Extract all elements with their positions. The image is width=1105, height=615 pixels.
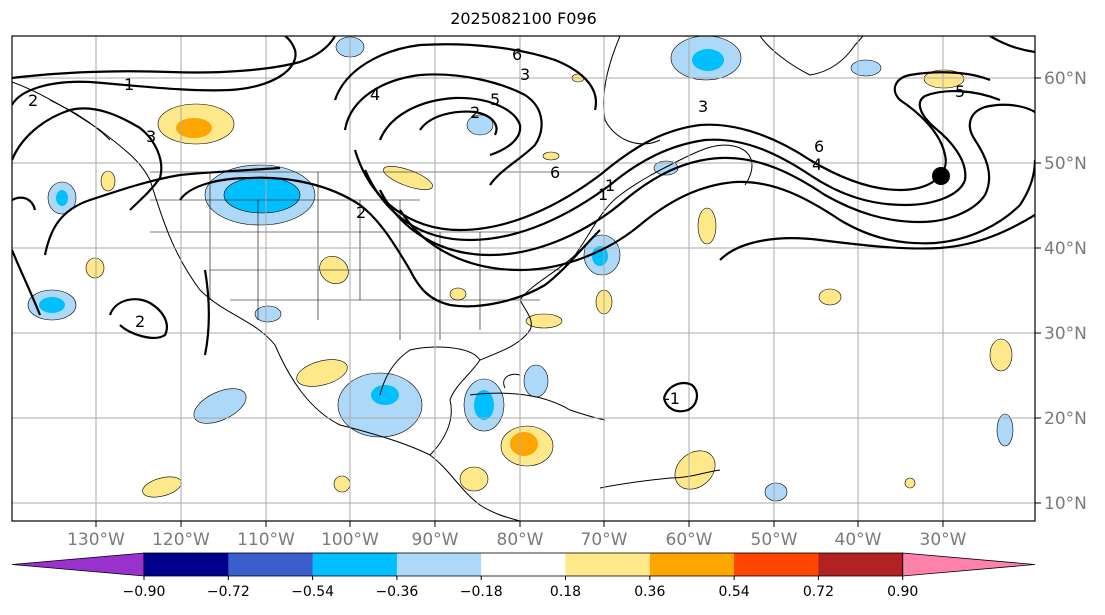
lon-tick-label: 110°W xyxy=(237,530,295,550)
contour-label: -1 xyxy=(664,389,680,408)
colorbar-tick-label: −0.90 xyxy=(123,584,166,600)
colorbar-segment xyxy=(649,553,735,576)
contour-label: 1 xyxy=(598,185,608,204)
colorbar-outline xyxy=(143,552,904,577)
contour-label: 2 xyxy=(135,312,145,331)
lon-tick-label: 80°W xyxy=(497,530,544,550)
contour-label: 6 xyxy=(550,163,560,182)
colorbar-tick-label: 0.54 xyxy=(719,584,750,600)
lon-tick-label: 70°W xyxy=(581,530,628,550)
contour-value-labels: 1 2 3 4 5 6 2 3 1 2 6 4 3 -1 2 1 5 6 xyxy=(28,45,965,408)
lon-tick-label: 60°W xyxy=(666,530,713,550)
contour-label: 2 xyxy=(470,103,480,122)
lat-tick-label: 10°N xyxy=(1044,494,1087,514)
colorbar-segment xyxy=(734,553,819,576)
longitude-labels: 130°W 120°W 110°W 100°W 90°W 80°W 70°W 6… xyxy=(67,530,967,550)
colorbar: −0.90 −0.72 −0.54 −0.36 −0.18 0.18 0.36 0.54 0.7… xyxy=(11,552,1036,600)
contour-label: 6 xyxy=(814,137,824,156)
lat-tick-label: 50°N xyxy=(1044,154,1087,174)
lon-tick-label: 100°W xyxy=(321,530,379,550)
lon-tick-label: 120°W xyxy=(152,530,210,550)
latitude-axis xyxy=(1035,77,1041,504)
map-title: 2025082100 F096 xyxy=(450,9,597,28)
lon-tick-label: 50°W xyxy=(751,530,798,550)
colorbar-tick-label: 0.18 xyxy=(550,584,581,600)
longitude-axis xyxy=(95,521,944,527)
colorbar-tick-label: 0.72 xyxy=(803,584,834,600)
colorbar-segment xyxy=(312,553,398,576)
colorbar-segment xyxy=(144,553,229,576)
graticule xyxy=(12,36,1035,521)
colorbar-segment xyxy=(396,553,482,576)
lon-tick-label: 40°W xyxy=(835,530,882,550)
contour-label: 1 xyxy=(605,176,615,195)
lat-tick-label: 30°N xyxy=(1044,324,1087,344)
lat-tick-label: 40°N xyxy=(1044,239,1087,259)
colorbar-tick-label: −0.72 xyxy=(207,584,250,600)
map-frame xyxy=(11,35,1036,522)
lat-tick-label: 60°N xyxy=(1044,69,1087,89)
colorbar-extension-low xyxy=(11,552,145,577)
contour-label: 5 xyxy=(955,82,965,101)
anomaly-shading xyxy=(27,36,1014,502)
colorbar-segment xyxy=(228,553,314,576)
lon-tick-label: 90°W xyxy=(412,530,459,550)
colorbar-extension-high xyxy=(902,552,1036,577)
storm-marker xyxy=(932,167,950,185)
contour-label: 3 xyxy=(520,65,530,84)
contour-label: 2 xyxy=(356,203,366,222)
colorbar-segment xyxy=(565,553,651,576)
contour-label: 5 xyxy=(490,90,500,109)
contour-label: 2 xyxy=(28,91,38,110)
contour-label: 3 xyxy=(698,97,708,116)
colorbar-segment xyxy=(818,553,904,576)
latitude-labels: 60°N 50°N 40°N 30°N 20°N 10°N xyxy=(1044,69,1087,514)
contour-lines xyxy=(12,36,1035,413)
coastlines xyxy=(12,36,864,521)
lon-tick-label: 30°W xyxy=(920,530,967,550)
colorbar-tick-label: −0.18 xyxy=(460,584,503,600)
lat-tick-label: 20°N xyxy=(1044,409,1087,429)
contour-label: 1 xyxy=(124,75,134,94)
colorbar-tick-label: 0.90 xyxy=(887,584,918,600)
colorbar-segment xyxy=(481,553,566,576)
contour-label: 4 xyxy=(812,155,822,174)
lon-tick-label: 130°W xyxy=(67,530,125,550)
colorbar-tick-label: −0.54 xyxy=(291,584,334,600)
colorbar-tick-label: −0.36 xyxy=(375,584,418,600)
colorbar-tick-label: 0.36 xyxy=(634,584,665,600)
contour-label: 6 xyxy=(512,45,522,64)
contour-label: 3 xyxy=(146,127,156,146)
contour-label: 4 xyxy=(370,85,380,104)
